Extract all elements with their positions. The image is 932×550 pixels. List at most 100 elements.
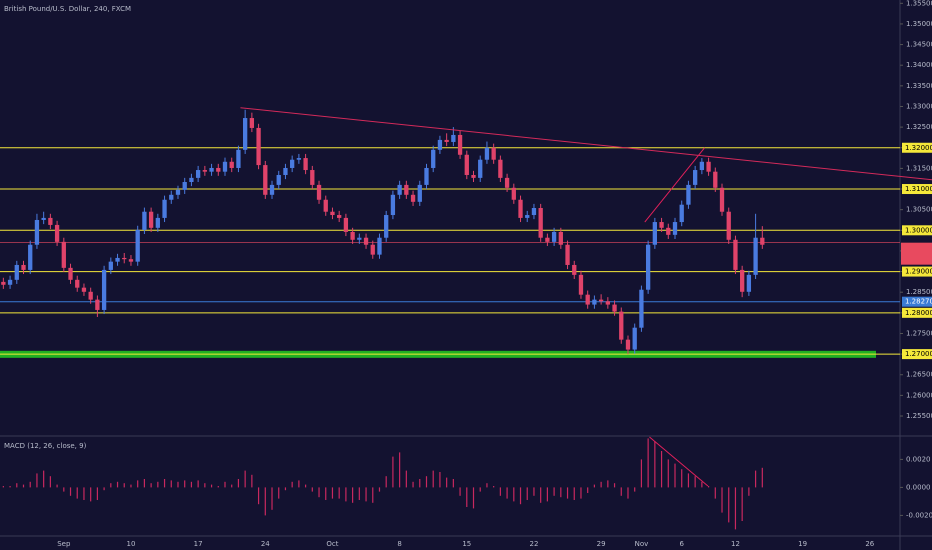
macd-bar (674, 463, 676, 488)
candle-body (478, 159, 483, 178)
macd-bar (69, 487, 72, 496)
x-tick-label: 8 (397, 540, 401, 548)
macd-bar (83, 487, 85, 500)
candle-body (256, 127, 261, 166)
macd-bar (76, 487, 78, 499)
macd-bar (137, 480, 139, 488)
macd-bar (734, 487, 737, 530)
level-label: 1.30000 (905, 226, 932, 234)
candle-body (195, 170, 201, 178)
candle-body (269, 184, 275, 195)
candle-body (283, 167, 288, 175)
candle-body (572, 264, 577, 275)
level-label-box (902, 142, 932, 153)
candle-body (699, 161, 705, 171)
level-label-box (902, 225, 932, 236)
y-tick-label: 1.31500 (906, 164, 932, 172)
macd-bar (405, 470, 407, 488)
macd-bar (627, 487, 629, 499)
macd-bar (190, 481, 193, 488)
candle-body (61, 241, 66, 268)
macd-bar (519, 487, 522, 505)
macd-bar (36, 473, 38, 488)
macd-bar (271, 487, 273, 510)
macd-bar (748, 487, 750, 496)
candle-body (498, 159, 503, 178)
macd-bar (157, 481, 159, 488)
macd-bar (694, 476, 696, 488)
candle-body (236, 149, 241, 168)
macd-bar (291, 481, 293, 488)
macd-bar (204, 483, 206, 488)
macd-bar (687, 473, 690, 488)
macd-bar (116, 481, 119, 488)
macd-bar (177, 481, 179, 488)
candle-body (189, 177, 194, 183)
level-label-box (902, 349, 932, 360)
candle-body (672, 222, 678, 235)
candle-body (81, 287, 87, 292)
candle-body (296, 158, 302, 160)
x-tick-label: 26 (865, 540, 874, 548)
macd-bar (56, 484, 58, 488)
macd-bar (372, 487, 374, 503)
y-tick-label: 1.27500 (906, 329, 932, 337)
macd-bar (587, 487, 589, 493)
level-label-box (902, 296, 932, 307)
y-tick-label: -0.0020 (906, 511, 932, 519)
x-tick-label: 15 (462, 540, 471, 548)
macd-bar (150, 483, 152, 488)
candle-body (397, 184, 402, 195)
macd-bar (22, 484, 25, 488)
candle-body (753, 237, 758, 275)
candle-body (148, 211, 154, 228)
candle-body (34, 219, 40, 245)
candle-body (169, 194, 174, 200)
candle-body (384, 215, 389, 238)
macd-bar (210, 484, 213, 488)
candle-body (719, 187, 725, 212)
macd-bar (412, 481, 414, 488)
candle-body (222, 161, 228, 172)
candle-body (202, 170, 207, 172)
candle-body (390, 194, 396, 216)
macd-bar (546, 487, 548, 502)
candle-body (249, 118, 255, 128)
macd-bar (237, 479, 240, 488)
candle-body (68, 267, 73, 280)
macd-bar (352, 487, 354, 503)
candle-body (128, 259, 134, 262)
candle-body (410, 194, 416, 202)
candle-body (41, 217, 46, 220)
macd-bar (439, 472, 441, 488)
y-tick-label: 1.34000 (906, 61, 932, 69)
macd-bar (298, 480, 300, 488)
x-tick-label: Sep (57, 540, 71, 548)
macd-bar (399, 452, 401, 488)
candle-body (48, 217, 53, 225)
macd-bar (284, 487, 287, 491)
candle-body (612, 304, 617, 312)
candle-body (666, 227, 671, 235)
candle-body (504, 177, 510, 188)
y-tick-label: 1.28500 (906, 288, 932, 296)
macd-bar (9, 486, 11, 488)
candle-body (310, 170, 315, 185)
macd-bar (580, 487, 582, 499)
candle-body (451, 134, 456, 142)
macd-bar (257, 487, 260, 505)
candle-body (457, 134, 463, 155)
candle-body (733, 239, 738, 270)
candle-body (357, 237, 362, 240)
macd-bar (244, 470, 246, 488)
last-price-box (901, 242, 932, 265)
y-tick-label: 1.30500 (906, 206, 932, 214)
candle-body (75, 279, 80, 288)
macd-bar (681, 469, 683, 488)
x-tick-label: 19 (798, 540, 807, 548)
macd-bar (16, 483, 18, 488)
candle-body (679, 204, 684, 223)
candle-body (578, 274, 584, 295)
macd-bar (345, 487, 347, 502)
